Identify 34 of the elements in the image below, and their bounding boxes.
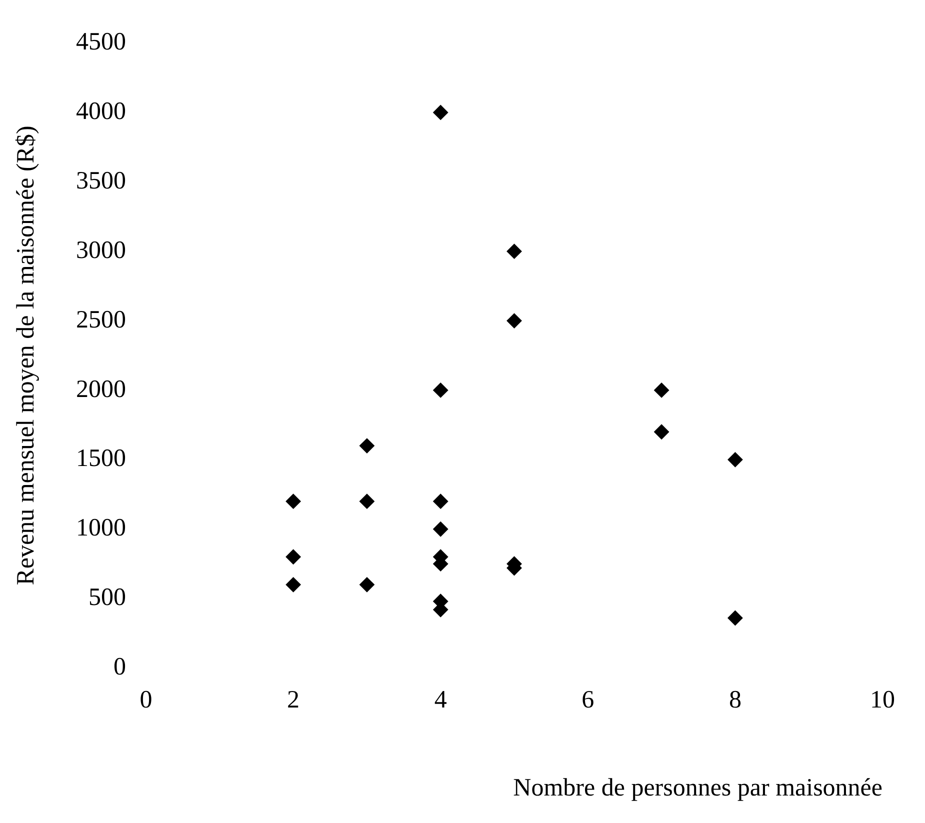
- point: [433, 382, 448, 398]
- point: [286, 577, 301, 592]
- point: [506, 244, 522, 259]
- y-tick-label: 4500: [76, 28, 126, 56]
- y-tick-label: 3000: [76, 236, 126, 264]
- y-tick-label: 0: [114, 654, 126, 681]
- y-axis-title: Revenu mensuel moyen de la maisonnée (R$): [12, 126, 40, 586]
- point: [728, 452, 743, 468]
- y-tick-label: 1000: [76, 514, 126, 542]
- point: [433, 104, 448, 120]
- x-axis-title: Nombre de personnes par maisonnée: [513, 774, 882, 802]
- point: [359, 494, 374, 509]
- x-tick-label: 4: [434, 686, 448, 714]
- y-tick-label: 3500: [76, 167, 126, 194]
- point: [359, 577, 374, 592]
- x-tick-label: 6: [582, 686, 594, 714]
- point: [433, 494, 448, 509]
- x-tick-label: 10: [870, 686, 895, 714]
- point: [654, 424, 670, 440]
- x-tick-label: 8: [728, 686, 742, 714]
- x-tick-label: 0: [140, 686, 152, 714]
- x-tick-label: 2: [287, 686, 300, 714]
- y-tick-label: 500: [88, 584, 126, 612]
- point: [359, 438, 374, 454]
- point: [286, 494, 301, 509]
- y-tick-label: 4000: [76, 98, 126, 126]
- y-tick-label: 2500: [76, 306, 126, 334]
- point: [286, 549, 301, 564]
- point: [433, 522, 448, 537]
- y-tick-label: 2000: [76, 376, 126, 403]
- point: [728, 610, 743, 626]
- y-tick-label: 1500: [76, 445, 126, 472]
- point: [506, 313, 522, 328]
- point: [654, 382, 670, 398]
